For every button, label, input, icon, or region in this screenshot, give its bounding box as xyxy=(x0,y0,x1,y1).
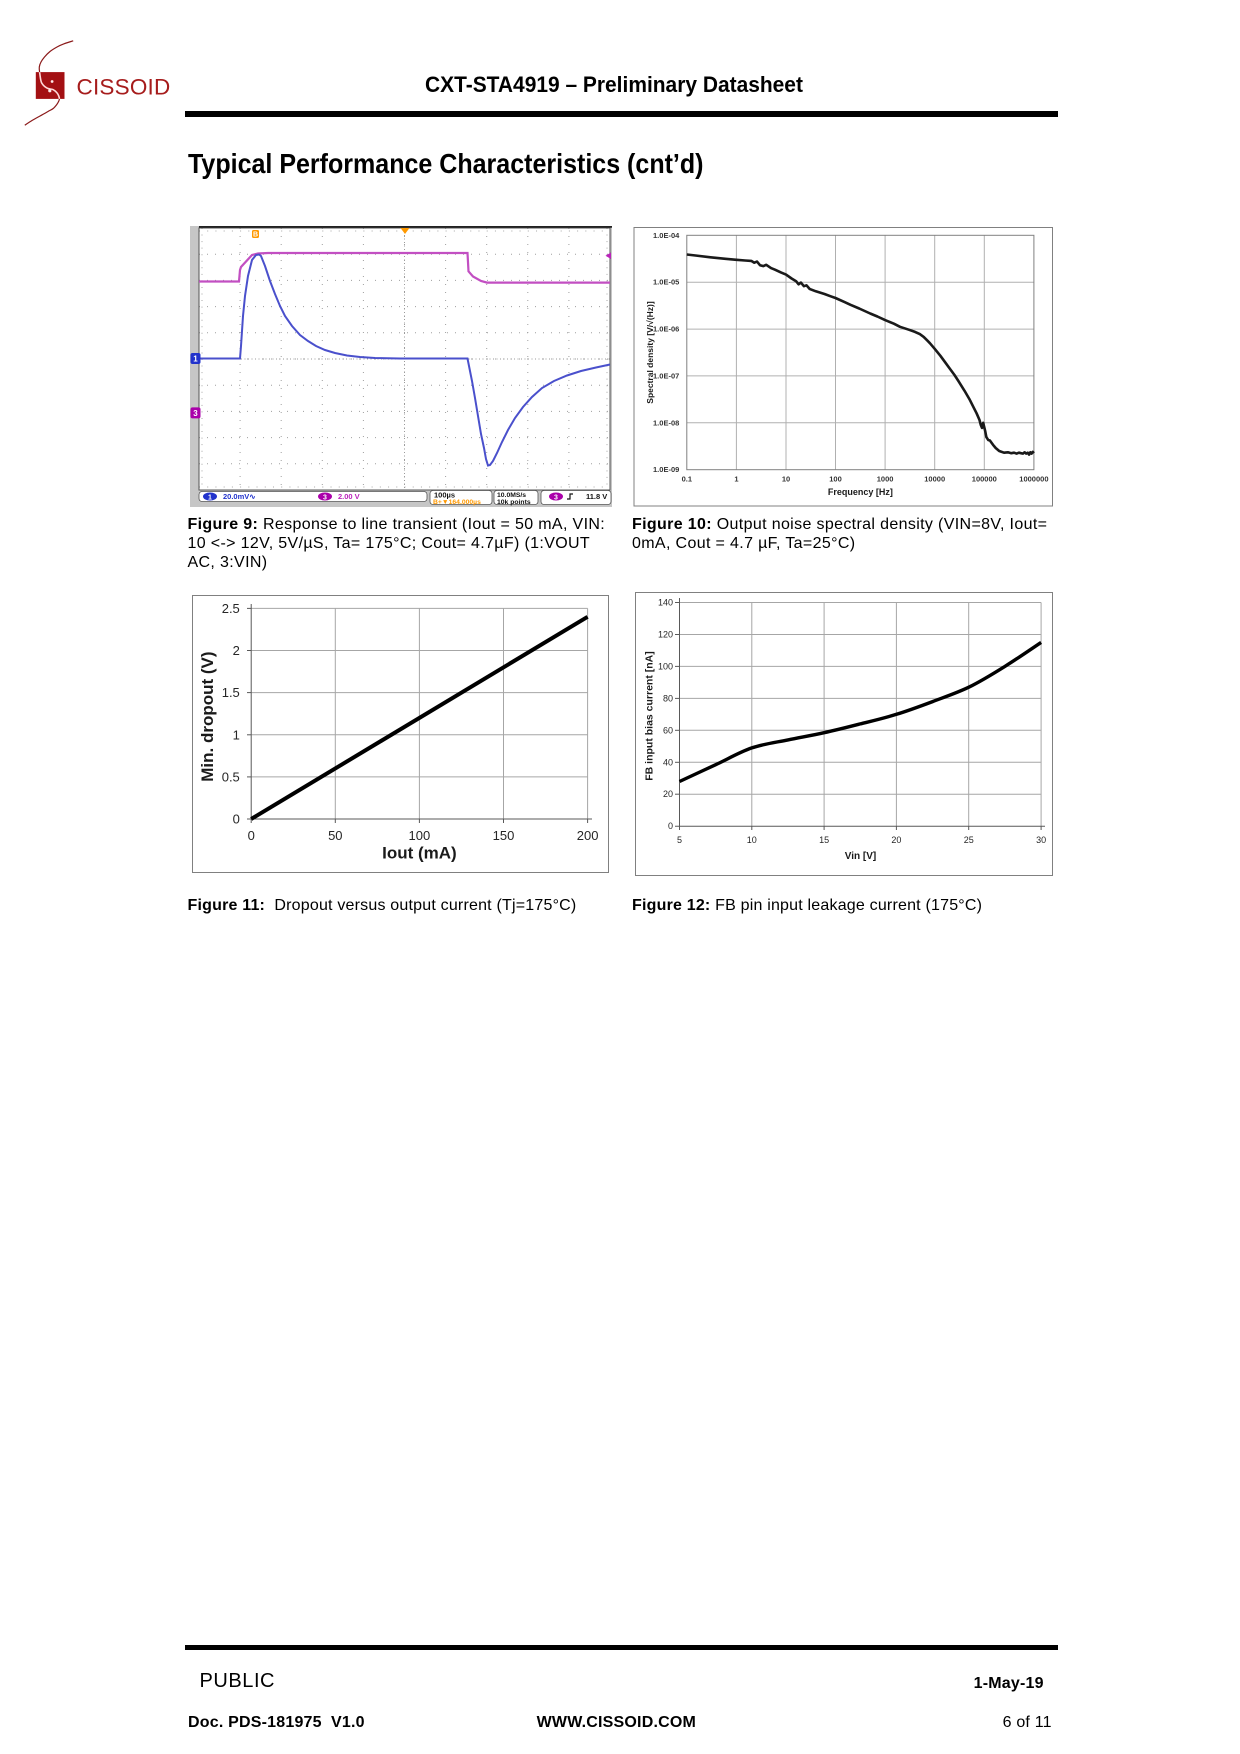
svg-text:10.0MS/s: 10.0MS/s xyxy=(497,492,526,499)
svg-text:50: 50 xyxy=(328,828,342,843)
svg-text:120: 120 xyxy=(657,630,672,640)
svg-text:1: 1 xyxy=(193,355,198,364)
svg-text:1.0E-05: 1.0E-05 xyxy=(653,278,679,287)
svg-text:100: 100 xyxy=(657,661,672,671)
svg-text:150: 150 xyxy=(493,828,515,843)
svg-text:100µs: 100µs xyxy=(434,491,455,500)
svg-text:30: 30 xyxy=(1036,835,1046,845)
svg-text:B: B xyxy=(253,232,258,239)
svg-text:2: 2 xyxy=(233,643,240,658)
svg-text:FB input bias current [nA]: FB input bias current [nA] xyxy=(643,651,655,781)
svg-text:0: 0 xyxy=(248,828,255,843)
svg-text:1.0E-04: 1.0E-04 xyxy=(653,231,680,240)
svg-text:1.0E-08: 1.0E-08 xyxy=(653,418,679,427)
svg-text:1: 1 xyxy=(208,494,212,501)
svg-text:2.00 V: 2.00 V xyxy=(338,492,360,501)
svg-text:Frequency [Hz]: Frequency [Hz] xyxy=(827,487,892,497)
svg-text:40: 40 xyxy=(662,757,672,767)
svg-text:1000: 1000 xyxy=(876,475,893,484)
svg-text:11.8 V: 11.8 V xyxy=(586,492,607,501)
svg-text:140: 140 xyxy=(657,598,672,608)
svg-text:0: 0 xyxy=(667,821,672,831)
svg-text:200: 200 xyxy=(577,828,599,843)
svg-text:0.1: 0.1 xyxy=(681,475,691,484)
svg-text:15: 15 xyxy=(819,835,829,845)
svg-text:20: 20 xyxy=(891,835,901,845)
svg-text:1: 1 xyxy=(233,727,240,742)
svg-text:1.0E-06: 1.0E-06 xyxy=(653,325,679,334)
svg-text:1.0E-09: 1.0E-09 xyxy=(653,465,679,474)
svg-text:1: 1 xyxy=(734,475,738,484)
svg-text:10k points: 10k points xyxy=(497,499,531,506)
svg-text:3: 3 xyxy=(323,494,327,501)
svg-text:100000: 100000 xyxy=(971,475,996,484)
svg-text:CISSOID: CISSOID xyxy=(77,75,171,100)
svg-text:2.5: 2.5 xyxy=(222,601,240,616)
svg-text:10000: 10000 xyxy=(924,475,945,484)
svg-text:B+▼164.000µs: B+▼164.000µs xyxy=(433,499,481,506)
svg-text:Min. dropout (V): Min. dropout (V) xyxy=(198,651,217,781)
svg-text:100: 100 xyxy=(409,828,431,843)
svg-text:1000000: 1000000 xyxy=(1019,475,1048,484)
svg-text:25: 25 xyxy=(963,835,973,845)
svg-text:Spectral density [V/√(Hz)]: Spectral density [V/√(Hz)] xyxy=(645,301,655,404)
svg-text:0: 0 xyxy=(233,812,240,827)
svg-text:20: 20 xyxy=(662,789,672,799)
svg-text:1.0E-07: 1.0E-07 xyxy=(653,371,679,380)
svg-text:80: 80 xyxy=(662,693,672,703)
svg-text:0.5: 0.5 xyxy=(222,769,240,784)
svg-text:100: 100 xyxy=(829,475,842,484)
svg-text:60: 60 xyxy=(662,725,672,735)
svg-text:20.0mV∿: 20.0mV∿ xyxy=(223,492,256,501)
svg-text:1.5: 1.5 xyxy=(222,685,240,700)
svg-text:Vin [V]: Vin [V] xyxy=(844,851,875,862)
svg-text:10: 10 xyxy=(746,835,756,845)
svg-text:10: 10 xyxy=(781,475,789,484)
svg-text:5: 5 xyxy=(676,835,681,845)
svg-text:Iout (mA): Iout (mA) xyxy=(382,844,457,863)
svg-text:3: 3 xyxy=(554,494,558,501)
svg-text:3: 3 xyxy=(193,409,198,418)
